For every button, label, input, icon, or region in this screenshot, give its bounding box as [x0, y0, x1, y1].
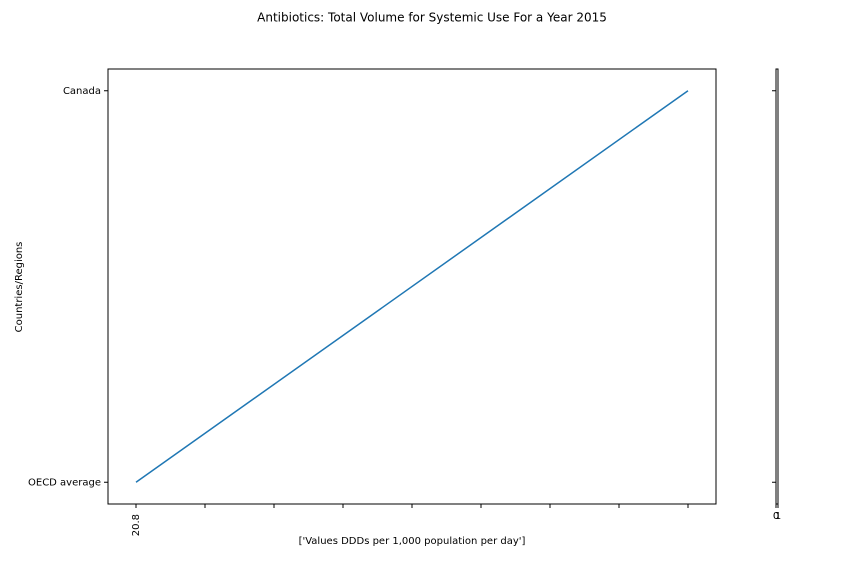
- x-tick-label: 20.8: [131, 514, 142, 536]
- plot-frame: [107, 68, 717, 505]
- x-axis-label: ['Values DDDs per 1,000 population per d…: [299, 536, 526, 547]
- side-axis-frame: [775, 68, 779, 505]
- data-line: [135, 90, 689, 483]
- y-tick-label: Canada: [63, 86, 101, 97]
- side-x-tick-label: 1: [775, 511, 781, 522]
- y-tick-label: OECD average: [28, 477, 101, 488]
- chart-title: Antibiotics: Total Volume for Systemic U…: [257, 11, 607, 25]
- y-axis-label: Countries/Regions: [14, 242, 25, 333]
- side-x-tick-label: 0: [773, 511, 779, 522]
